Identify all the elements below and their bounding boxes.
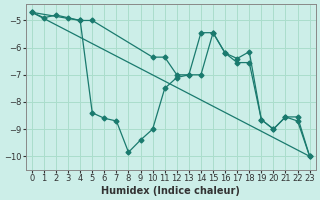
X-axis label: Humidex (Indice chaleur): Humidex (Indice chaleur) xyxy=(101,186,240,196)
